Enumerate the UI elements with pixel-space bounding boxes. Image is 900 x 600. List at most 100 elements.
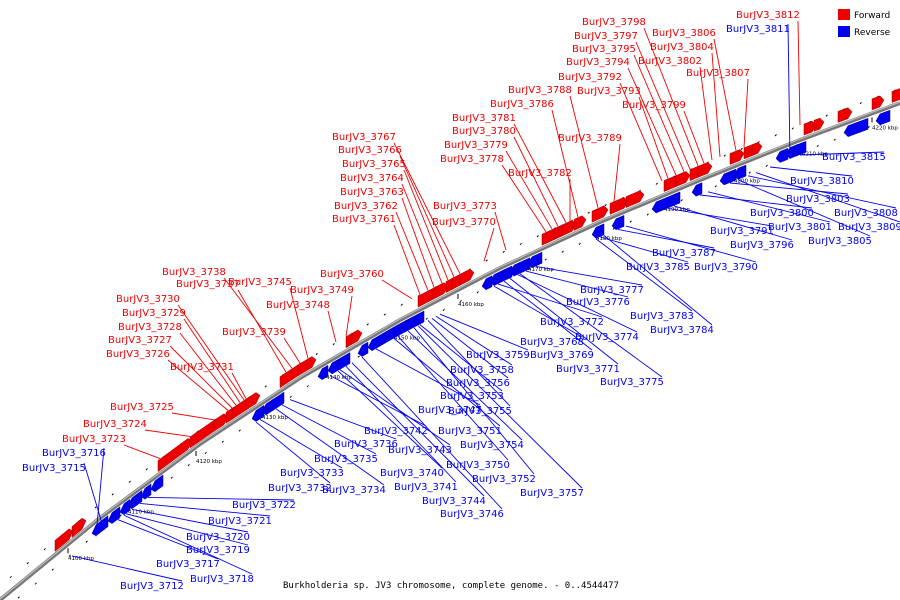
forward-leader-line — [393, 142, 461, 275]
forward-leader-line — [501, 164, 547, 233]
forward-gene — [351, 329, 363, 345]
reverse-gene-label: BurJV3_3740 — [380, 468, 444, 479]
forward-gene — [297, 356, 317, 377]
reverse-gene-label: BurJV3_3758 — [450, 365, 514, 376]
axis-dot — [748, 171, 751, 174]
reverse-gene-label: BurJV3_3712 — [120, 581, 184, 592]
axis-dot — [561, 250, 564, 253]
axis-dot — [94, 506, 97, 509]
forward-gene-label: BurJV3_3778 — [440, 154, 504, 165]
axis-dot — [816, 144, 819, 148]
axis-dot — [485, 259, 488, 262]
axis-dot — [604, 204, 607, 207]
axis-dot — [646, 213, 649, 216]
legend-reverse-label: Reverse — [854, 28, 891, 38]
reverse-gene-label: BurJV3_3753 — [440, 391, 504, 402]
forward-leader-line — [283, 337, 301, 364]
forward-leader-line — [395, 211, 429, 291]
forward-gene-label: BurJV3_3802 — [638, 56, 702, 67]
reverse-leader-line — [123, 514, 253, 575]
reverse-gene-label: BurJV3_3808 — [834, 208, 898, 219]
forward-gene-label: BurJV3_3726 — [106, 349, 170, 360]
reverse-gene — [317, 364, 329, 380]
forward-gene-label: BurJV3_3786 — [490, 99, 554, 110]
forward-leader-line — [505, 150, 553, 230]
reverse-gene — [651, 191, 681, 214]
chromosome-axis — [0, 101, 900, 600]
reverse-leader-line — [407, 330, 523, 441]
forward-gene-label: BurJV3_3781 — [452, 113, 516, 124]
axis-dot — [306, 385, 309, 388]
forward-leader-line — [743, 78, 749, 148]
chromosome-axis-highlight — [0, 101, 900, 600]
reverse-gene-label: BurJV3_3732 — [268, 483, 332, 494]
reverse-gene-label: BurJV3_3776 — [566, 297, 630, 308]
forward-gene-label: BurJV3_3725 — [110, 402, 174, 413]
reverse-gene — [357, 341, 369, 357]
reverse-gene-label: BurJV3_3768 — [520, 337, 584, 348]
reverse-leader-line — [431, 318, 509, 379]
axis-dot — [536, 235, 539, 238]
forward-leader-line — [231, 372, 247, 399]
legend-forward-swatch — [838, 9, 850, 20]
forward-leader-line — [144, 429, 191, 437]
reverse-gene-label: BurJV3_3741 — [394, 482, 458, 493]
axis-dot — [128, 480, 131, 483]
axis-dot — [723, 154, 726, 157]
reverse-leader-line — [255, 421, 331, 484]
reverse-leader-line — [535, 265, 643, 286]
reverse-gene — [127, 489, 143, 510]
reverse-gene — [791, 140, 807, 157]
reverse-leader-line — [71, 555, 183, 582]
reverse-leader-line — [259, 419, 343, 469]
reverse-leader-line — [755, 172, 900, 223]
reverse-gene-label: BurJV3_3790 — [694, 262, 758, 273]
reverse-leader-line — [419, 324, 503, 392]
axis-dot — [9, 575, 12, 579]
reverse-leader-line — [525, 270, 629, 298]
reverse-gene-label: BurJV3_3754 — [460, 440, 524, 451]
axis-dot — [774, 134, 777, 137]
reverse-gene — [591, 223, 605, 239]
genome-caption: Burkholderia sp. JV3 chromosome, complet… — [283, 581, 619, 591]
label-layer: BurJV3_3723 BurJV3_3724 BurJV3_3725 BurJV3_… — [22, 10, 900, 592]
forward-gene-label: BurJV3_3748 — [266, 300, 330, 311]
forward-gene-label: BurJV3_3770 — [432, 217, 496, 228]
reverse-leader-line — [427, 320, 511, 407]
forward-gene-label: BurJV3_3793 — [577, 86, 641, 97]
axis-dot — [519, 242, 522, 246]
reverse-leader-line — [667, 207, 773, 227]
axis-dot — [383, 313, 386, 316]
axis-dot — [34, 582, 37, 585]
forward-gene-label: BurJV3_3794 — [566, 57, 630, 68]
forward-gene-label: BurJV3_3795 — [572, 44, 636, 55]
kbp-tick-label: 4160 kbp — [458, 302, 484, 308]
forward-leader-line — [393, 224, 421, 295]
reverse-leader-line — [799, 151, 885, 156]
reverse-gene-label: BurJV3_3717 — [156, 559, 220, 570]
forward-leader-line — [401, 197, 435, 288]
axis-dot — [68, 554, 71, 557]
forward-gene — [697, 162, 713, 178]
forward-gene-label: BurJV3_3728 — [118, 322, 182, 333]
reverse-leader-line — [435, 315, 513, 366]
reverse-gene — [719, 168, 737, 186]
reverse-gene-label: BurJV3_3777 — [580, 285, 644, 296]
forward-gene-label: BurJV3_3729 — [122, 308, 186, 319]
forward-gene-label: BurJV3_3767 — [332, 132, 396, 143]
reverse-leader-line — [361, 356, 503, 510]
forward-gene-label: BurJV3_3723 — [62, 434, 126, 445]
axis-layer — [0, 101, 900, 600]
axis-dot — [332, 343, 335, 346]
reverse-gene-label: BurJV3_3815 — [822, 152, 886, 163]
forward-gene-label: BurJV3_3727 — [108, 335, 172, 346]
legend-reverse-swatch — [838, 26, 850, 37]
axis-dot — [170, 476, 173, 479]
reverse-gene-label: BurJV3_3756 — [446, 378, 510, 389]
forward-gene-label: BurJV3_3780 — [452, 126, 516, 137]
reverse-gene-label: BurJV3_3747 — [418, 405, 482, 416]
reverse-gene-label: BurJV3_3736 — [334, 439, 398, 450]
axis-dot — [791, 127, 794, 130]
axis-dot — [425, 317, 428, 320]
reverse-gene — [611, 215, 625, 231]
